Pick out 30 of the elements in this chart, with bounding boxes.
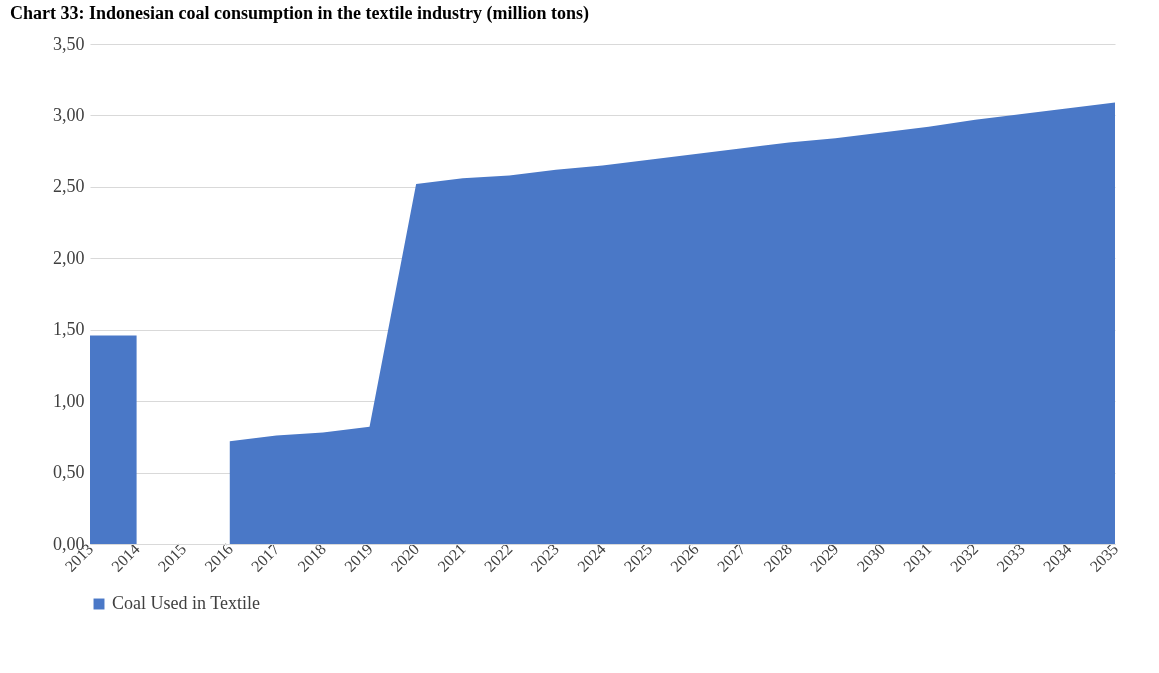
y-tick-label: 1,00: [53, 390, 85, 411]
x-tick-label: 2031: [900, 540, 935, 575]
x-tick-label: 2023: [527, 540, 563, 575]
x-tick-label: 2020: [387, 540, 423, 575]
x-tick-label: 2029: [806, 540, 842, 575]
x-tick-label: 2018: [294, 540, 330, 575]
x-tick-label: 2026: [667, 540, 702, 575]
x-tick-label: 2033: [993, 540, 1028, 575]
x-tick-label: 2019: [341, 540, 376, 575]
y-tick-label: 0,50: [53, 462, 85, 483]
y-tick-label: 1,50: [53, 319, 85, 340]
x-tick-label: 2021: [434, 540, 469, 575]
legend-label: Coal Used in Textile: [112, 593, 260, 613]
y-tick-label: 3,50: [53, 33, 85, 54]
y-tick-label: 2,50: [53, 176, 85, 197]
x-tick-label: 2030: [853, 540, 889, 575]
y-tick-label: 2,00: [53, 247, 85, 268]
x-tick-label: 2014: [108, 540, 143, 575]
x-tick-label: 2027: [713, 540, 749, 575]
x-tick-label: 2028: [760, 540, 796, 575]
x-tick-label: 2024: [574, 540, 609, 575]
x-tick-label: 2034: [1039, 540, 1075, 575]
x-tick-label: 2025: [620, 540, 656, 575]
y-tick-label: 3,00: [53, 104, 85, 125]
x-tick-label: 2022: [480, 540, 516, 575]
x-tick-label: 2015: [154, 540, 190, 575]
x-tick-label: 2035: [1086, 540, 1122, 575]
chart-title: Chart 33: Indonesian coal consumption in the textile industry (million tons): [10, 3, 590, 24]
x-tick-label: 2032: [946, 540, 982, 575]
x-tick-label: 2017: [247, 540, 283, 575]
